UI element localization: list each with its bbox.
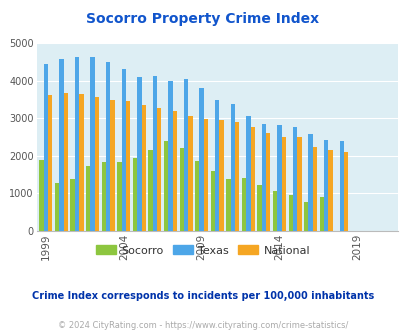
Bar bbox=[281, 137, 286, 231]
Bar bbox=[245, 116, 250, 231]
Legend: Socorro, Texas, National: Socorro, Texas, National bbox=[91, 241, 314, 260]
Bar bbox=[296, 137, 301, 231]
Bar bbox=[75, 57, 79, 231]
Bar bbox=[179, 148, 183, 231]
Bar bbox=[303, 202, 308, 231]
Bar bbox=[64, 93, 68, 231]
Bar bbox=[86, 166, 90, 231]
Bar bbox=[183, 80, 188, 231]
Bar bbox=[250, 127, 254, 231]
Bar bbox=[343, 151, 347, 231]
Bar bbox=[241, 178, 245, 231]
Bar bbox=[126, 101, 130, 231]
Bar bbox=[121, 69, 126, 231]
Bar bbox=[210, 171, 215, 231]
Bar bbox=[55, 183, 59, 231]
Bar bbox=[319, 197, 323, 231]
Bar bbox=[152, 76, 157, 231]
Bar bbox=[148, 150, 152, 231]
Bar bbox=[117, 162, 121, 231]
Bar bbox=[261, 124, 265, 231]
Bar bbox=[226, 179, 230, 231]
Bar bbox=[265, 133, 270, 231]
Bar bbox=[44, 64, 48, 231]
Bar bbox=[157, 108, 161, 231]
Text: Crime Index corresponds to incidents per 100,000 inhabitants: Crime Index corresponds to incidents per… bbox=[32, 291, 373, 301]
Bar bbox=[277, 125, 281, 231]
Bar bbox=[323, 140, 328, 231]
Bar bbox=[203, 119, 208, 231]
Bar bbox=[188, 116, 192, 231]
Bar bbox=[215, 100, 219, 231]
Bar bbox=[219, 120, 223, 231]
Bar bbox=[234, 121, 239, 231]
Bar bbox=[172, 111, 177, 231]
Text: © 2024 CityRating.com - https://www.cityrating.com/crime-statistics/: © 2024 CityRating.com - https://www.city… bbox=[58, 321, 347, 330]
Bar bbox=[79, 94, 83, 231]
Bar bbox=[39, 159, 44, 231]
Bar bbox=[106, 62, 110, 231]
Bar bbox=[101, 162, 106, 231]
Bar bbox=[195, 161, 199, 231]
Bar bbox=[292, 127, 296, 231]
Bar bbox=[308, 134, 312, 231]
Bar bbox=[272, 191, 277, 231]
Bar bbox=[90, 57, 94, 231]
Bar bbox=[59, 59, 64, 231]
Bar bbox=[168, 81, 172, 231]
Bar bbox=[141, 105, 145, 231]
Bar bbox=[257, 185, 261, 231]
Text: Socorro Property Crime Index: Socorro Property Crime Index bbox=[86, 12, 319, 25]
Bar bbox=[110, 100, 115, 231]
Bar bbox=[70, 179, 75, 231]
Bar bbox=[328, 150, 332, 231]
Bar bbox=[94, 97, 99, 231]
Bar bbox=[339, 141, 343, 231]
Bar bbox=[230, 104, 234, 231]
Bar bbox=[132, 158, 137, 231]
Bar bbox=[199, 88, 203, 231]
Bar bbox=[48, 95, 52, 231]
Bar bbox=[312, 148, 316, 231]
Bar bbox=[288, 195, 292, 231]
Bar bbox=[137, 77, 141, 231]
Bar bbox=[164, 142, 168, 231]
